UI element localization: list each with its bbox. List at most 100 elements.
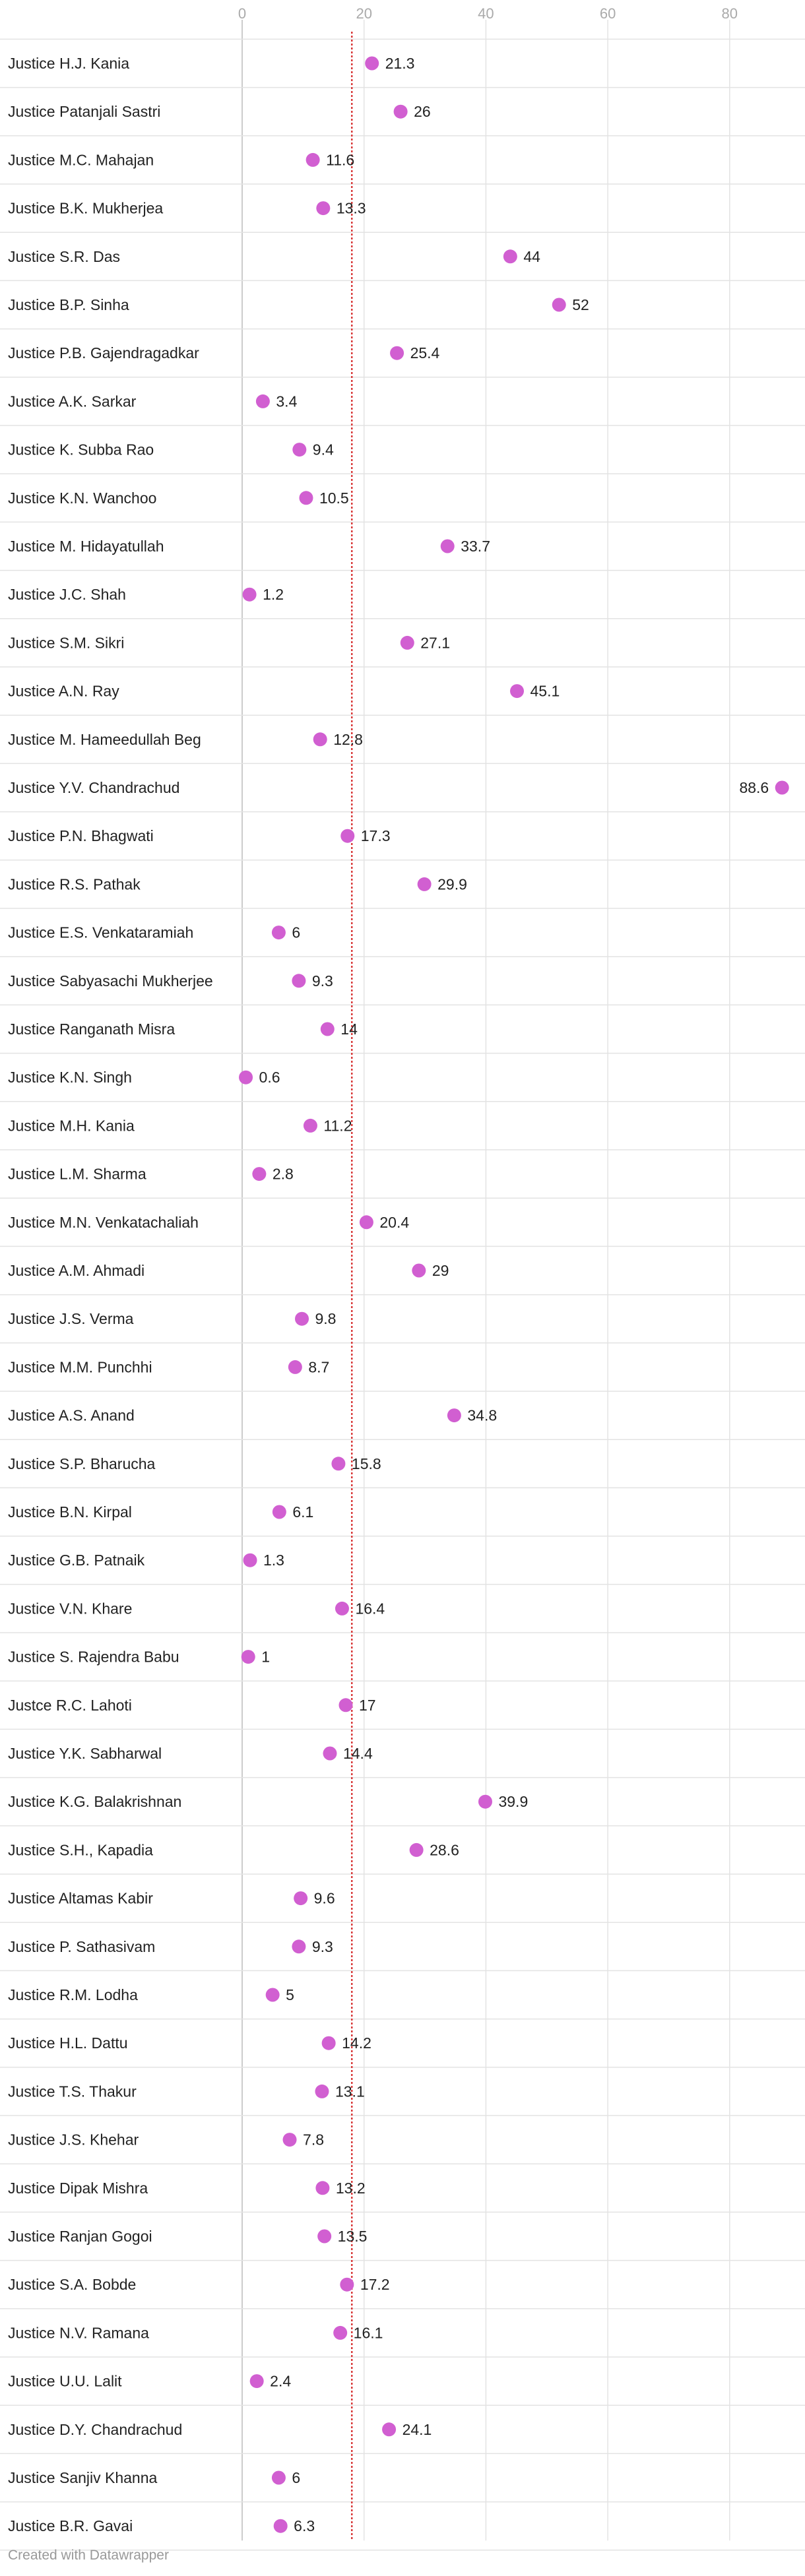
value-label: 6 <box>292 2469 300 2486</box>
value-label: 27.1 <box>420 634 450 651</box>
value-label: 26 <box>414 103 431 120</box>
data-point <box>390 346 404 360</box>
data-point <box>292 1939 306 1954</box>
justice-name-label: Justice K.N. Wanchoo <box>8 489 156 507</box>
justice-name-label: Justice E.S. Venkataramiah <box>8 924 193 941</box>
value-label: 29.9 <box>437 875 467 893</box>
data-point <box>273 2519 288 2533</box>
justice-name-label: Justice P.B. Gajendragadkar <box>8 344 199 361</box>
value-label: 2.4 <box>270 2373 291 2390</box>
justice-name-label: Justice H.L. Dattu <box>8 2034 128 2052</box>
justice-name-label: Justice K.N. Singh <box>8 1069 132 1086</box>
data-point <box>241 1650 255 1664</box>
value-label: 13.5 <box>338 2228 368 2245</box>
data-point <box>292 443 307 457</box>
value-label: 11.6 <box>326 151 354 168</box>
data-point <box>249 2374 264 2389</box>
value-label: 17 <box>359 1697 376 1714</box>
justice-name-label: Justice L.M. Sharma <box>8 1166 146 1183</box>
value-label: 33.7 <box>461 538 490 555</box>
justice-name-label: Justice A.S. Anand <box>8 1407 135 1424</box>
justice-name-label: Justice T.S. Thakur <box>8 2083 137 2100</box>
value-label: 6.1 <box>292 1503 313 1521</box>
value-label: 29 <box>432 1262 449 1279</box>
x-tick-label: 80 <box>722 5 738 22</box>
x-tick-label: 0 <box>238 5 246 22</box>
data-point <box>271 926 286 940</box>
data-point <box>299 491 313 505</box>
data-point <box>321 2036 336 2050</box>
data-point <box>320 1022 335 1036</box>
data-point <box>295 1311 309 1326</box>
justice-name-label: Justice Dipak Mishra <box>8 2180 148 2197</box>
value-label: 1 <box>261 1649 270 1666</box>
data-point <box>335 1601 349 1616</box>
data-point <box>323 1746 337 1761</box>
footer-credit: Created with Datawrapper <box>8 2548 169 2563</box>
value-label: 12.8 <box>333 731 363 748</box>
value-label: 6.3 <box>294 2517 315 2534</box>
justice-name-label: Justce R.C. Lahoti <box>8 1697 132 1714</box>
justice-name-label: Justice Ranjan Gogoi <box>8 2228 152 2245</box>
justice-name-label: Justice S. Rajendra Babu <box>8 1649 179 1666</box>
justice-name-label: Justice Y.V. Chandrachud <box>8 779 179 796</box>
value-label: 9.3 <box>312 1938 333 1955</box>
justice-name-label: Justice V.N. Khare <box>8 1600 132 1617</box>
x-tick-label: 20 <box>356 5 371 22</box>
justice-name-label: Justice A.K. Sarkar <box>8 393 137 410</box>
value-label: 13.1 <box>335 2083 365 2100</box>
justice-name-label: Justice A.M. Ahmadi <box>8 1262 145 1279</box>
data-point <box>255 394 270 408</box>
justice-name-label: Justice R.S. Pathak <box>8 875 141 893</box>
data-point <box>333 2325 348 2340</box>
value-label: 1.3 <box>263 1552 284 1569</box>
value-label: 5 <box>286 1986 294 2003</box>
value-label: 1.2 <box>263 586 284 603</box>
value-label: 16.4 <box>355 1600 385 1617</box>
justice-name-label: Justice S.H., Kapadia <box>8 1841 153 1858</box>
value-label: 9.3 <box>312 972 333 990</box>
value-label: 8.7 <box>308 1358 329 1375</box>
data-point <box>294 1891 308 1906</box>
data-point <box>382 2422 397 2437</box>
value-label: 28.6 <box>430 1841 459 1858</box>
data-point <box>242 587 257 602</box>
data-point <box>313 732 327 747</box>
justice-name-label: Justice S.M. Sikri <box>8 634 124 651</box>
value-label: 9.8 <box>315 1310 337 1327</box>
value-label: 17.3 <box>361 827 391 844</box>
data-point <box>288 1360 302 1374</box>
value-label: 14.4 <box>343 1745 373 1762</box>
justice-name-label: Justice Sanjiv Khanna <box>8 2469 158 2486</box>
data-point <box>447 1408 461 1423</box>
data-point <box>478 1794 492 1809</box>
justice-name-label: Justice J.S. Khehar <box>8 2131 139 2149</box>
data-point <box>340 2277 354 2292</box>
data-point <box>239 1070 253 1084</box>
justice-name-label: Justice M. Hidayatullah <box>8 538 164 555</box>
value-label: 24.1 <box>402 2421 432 2438</box>
justice-name-label: Justice M.N. Venkatachaliah <box>8 1214 199 1231</box>
data-point <box>409 1842 424 1857</box>
value-label: 45.1 <box>530 683 560 700</box>
value-label: 20.4 <box>379 1214 409 1231</box>
data-point <box>331 1457 346 1471</box>
justice-name-label: Justice Patanjali Sastri <box>8 103 160 120</box>
data-point <box>400 635 414 650</box>
value-label: 13.2 <box>336 2180 366 2197</box>
justice-name-label: Justice S.A. Bobde <box>8 2276 136 2293</box>
data-point <box>315 2084 329 2098</box>
value-label: 10.5 <box>319 489 349 507</box>
justice-name-label: Justice Altamas Kabir <box>8 1890 153 1907</box>
data-point <box>292 974 306 988</box>
value-label: 44 <box>523 248 540 265</box>
data-point <box>365 56 379 71</box>
data-point <box>243 1553 257 1567</box>
justice-name-label: Justice A.N. Ray <box>8 683 119 700</box>
x-tick-label: 60 <box>600 5 616 22</box>
data-point <box>303 1118 317 1133</box>
justice-name-label: Justice U.U. Lalit <box>8 2373 122 2390</box>
data-point <box>282 2133 297 2147</box>
justice-name-label: Justice Ranganath Misra <box>8 1021 175 1038</box>
